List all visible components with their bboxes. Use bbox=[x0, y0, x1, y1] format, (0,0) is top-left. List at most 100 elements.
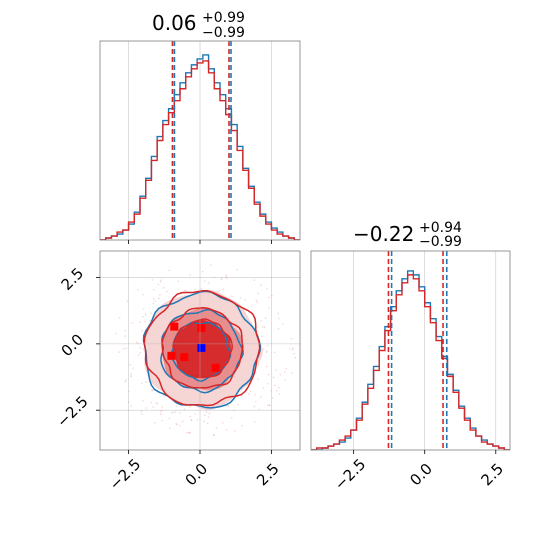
scatter-point bbox=[142, 293, 144, 296]
scatter-point bbox=[183, 408, 186, 411]
scatter-point bbox=[283, 371, 286, 373]
contour-x-tick-label-1: 0.0 bbox=[182, 460, 212, 490]
scatter-point bbox=[166, 290, 168, 293]
scatter-point bbox=[249, 390, 252, 392]
histogram-panel-y: −0.22 +0.94 −0.99 −2.5 0.0 2.5 bbox=[310, 220, 511, 494]
x-tick-label-y-0: −2.5 bbox=[331, 455, 369, 493]
scatter-point bbox=[184, 289, 186, 292]
scatter-point bbox=[264, 317, 267, 320]
scatter-point bbox=[139, 346, 141, 349]
scatter-point bbox=[262, 348, 265, 351]
scatter-point bbox=[156, 403, 159, 405]
scatter-point bbox=[150, 401, 152, 404]
scatter-point bbox=[256, 301, 258, 304]
scatter-point bbox=[194, 288, 196, 291]
scatter-point bbox=[261, 326, 264, 328]
scatter-point bbox=[204, 280, 206, 282]
scatter-point bbox=[253, 420, 256, 423]
scatter-point bbox=[176, 423, 178, 426]
scatter-point bbox=[144, 313, 147, 316]
hist-x-title-minus: −0.99 bbox=[202, 25, 245, 41]
scatter-point bbox=[137, 354, 140, 356]
scatter-point bbox=[154, 421, 156, 424]
scatter-point bbox=[275, 368, 277, 371]
scatter-point bbox=[225, 428, 228, 431]
scatter-point bbox=[267, 373, 270, 376]
scatter-point bbox=[215, 427, 218, 429]
scatter-point bbox=[142, 315, 144, 318]
scatter-point bbox=[253, 279, 256, 281]
scatter-point bbox=[274, 384, 276, 387]
scatter-point bbox=[220, 278, 223, 281]
scatter-point bbox=[178, 412, 181, 414]
scatter-point bbox=[132, 367, 134, 369]
histogram-panel-x: 0.06 +0.99 −0.99 bbox=[99, 10, 301, 244]
scatter-point bbox=[142, 348, 145, 350]
scatter-point bbox=[267, 307, 270, 310]
scatter-point bbox=[225, 275, 227, 278]
scatter-point bbox=[293, 352, 296, 355]
scatter-point bbox=[143, 308, 145, 310]
scatter-point bbox=[130, 372, 133, 375]
contour-line-1-0 bbox=[173, 318, 233, 378]
scatter-point bbox=[255, 401, 257, 403]
scatter-point bbox=[275, 389, 278, 392]
hist-x-title-plus: +0.99 bbox=[202, 10, 245, 26]
contour-line-1-2 bbox=[143, 289, 261, 407]
contour-y-tick-label-2: 2.5 bbox=[58, 264, 88, 294]
scatter-point bbox=[152, 302, 155, 305]
scatter-point bbox=[155, 401, 157, 404]
scatter-point bbox=[226, 405, 228, 408]
scatter-point bbox=[278, 393, 280, 395]
scatter-point bbox=[152, 297, 155, 300]
scatter-point bbox=[170, 412, 173, 414]
scatter-point bbox=[137, 289, 140, 291]
scatter-point bbox=[142, 400, 144, 402]
scatter-point bbox=[144, 320, 146, 323]
scatter-point bbox=[175, 405, 178, 408]
scatter-point bbox=[158, 297, 160, 299]
scatter-point bbox=[262, 387, 265, 389]
scatter-point bbox=[169, 427, 171, 430]
scatter-point bbox=[292, 348, 294, 351]
scatter-point bbox=[205, 411, 208, 413]
contour-x-tick-label-0: −2.5 bbox=[106, 455, 144, 493]
scatter-point bbox=[212, 434, 215, 437]
scatter-point bbox=[225, 274, 228, 276]
scatter-point bbox=[231, 295, 233, 298]
scatter-point bbox=[260, 284, 262, 286]
scatter-point bbox=[294, 356, 297, 359]
scatter-point bbox=[269, 404, 271, 407]
scatter-point bbox=[230, 416, 233, 419]
axes-frame-y bbox=[310, 250, 511, 451]
scatter-point bbox=[135, 341, 138, 344]
scatter-point bbox=[265, 365, 268, 368]
scatter-point bbox=[233, 429, 236, 432]
scatter-point bbox=[259, 396, 262, 398]
hist-x-title-value: 0.06 bbox=[152, 11, 197, 35]
scatter-point bbox=[207, 416, 210, 418]
scatter-point bbox=[115, 332, 118, 335]
contour-panel-xy: −2.5 0.0 2.5 −2.5 0.0 2.5 bbox=[53, 250, 301, 494]
scatter-point bbox=[189, 415, 192, 418]
scatter-point bbox=[265, 351, 268, 354]
scatter-point bbox=[289, 348, 291, 350]
x-tick-label-y-1: 0.0 bbox=[406, 460, 436, 490]
scatter-point bbox=[268, 296, 270, 299]
hist-y-title-plus: +0.94 bbox=[419, 220, 462, 236]
scatter-point bbox=[200, 288, 203, 290]
scatter-point bbox=[186, 431, 188, 434]
scatter-point bbox=[174, 411, 177, 413]
scatter-point bbox=[277, 312, 279, 315]
scatter-point bbox=[145, 381, 147, 383]
scatter-point bbox=[278, 317, 280, 320]
scatter-point bbox=[159, 413, 162, 415]
scatter-point bbox=[266, 288, 268, 290]
scatter-point bbox=[152, 406, 154, 408]
scatter-point bbox=[207, 282, 210, 284]
scatter-point bbox=[125, 347, 128, 350]
scatter-point bbox=[273, 351, 276, 354]
scatter-point bbox=[160, 281, 162, 283]
contour-line-1-1 bbox=[161, 307, 244, 389]
scatter-point bbox=[177, 280, 180, 283]
